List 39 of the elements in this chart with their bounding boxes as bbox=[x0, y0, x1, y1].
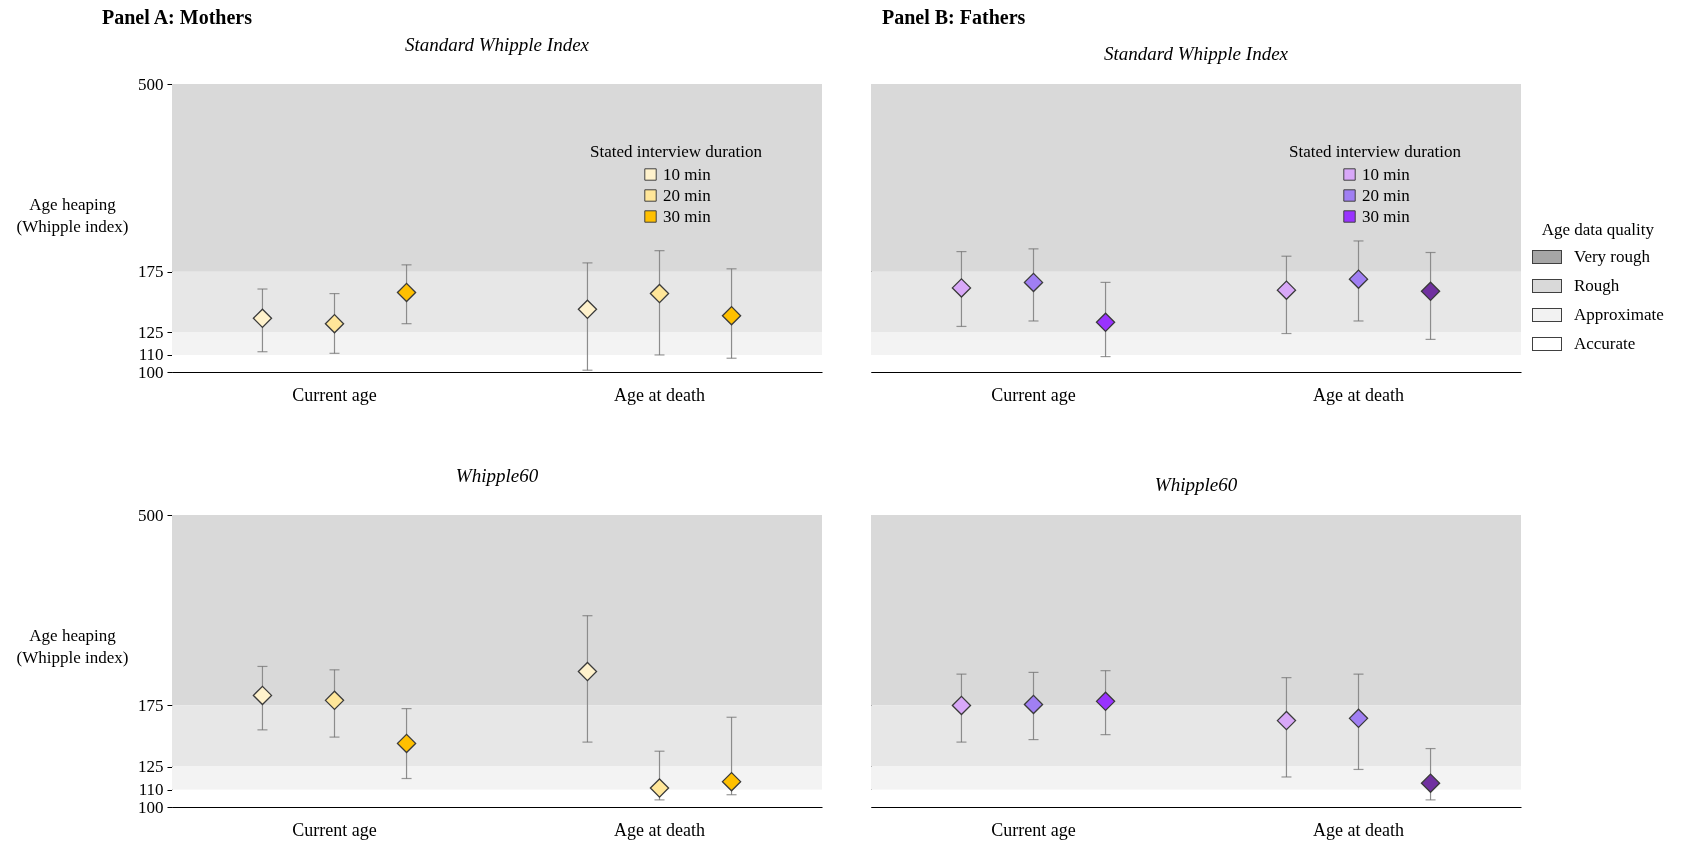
legend-title: Stated interview duration bbox=[1289, 142, 1462, 161]
y-tick-label: 125 bbox=[138, 757, 164, 777]
y-tick-label: 110 bbox=[138, 780, 164, 800]
text: Age data quality bbox=[1540, 220, 1656, 240]
legend-label: 10 min bbox=[1362, 164, 1411, 184]
chart-subtitle: Whipple60 bbox=[455, 465, 539, 486]
x-tick-label: Current age bbox=[991, 820, 1076, 840]
x-tick-label: Age at death bbox=[614, 820, 705, 840]
x-tick-label: Current age bbox=[292, 385, 377, 405]
category-label: Very rough bbox=[1574, 246, 1651, 267]
y-tick-label: 125 bbox=[138, 322, 164, 342]
y-tick-label: 500 bbox=[138, 505, 164, 525]
chart-title: Panel A: Mothers bbox=[102, 6, 252, 29]
category-label: Approximate bbox=[1574, 304, 1664, 325]
legend-title: Stated interview duration bbox=[590, 142, 763, 161]
category-label: Accurate bbox=[1574, 333, 1636, 354]
y-tick-label: 500 bbox=[138, 74, 164, 94]
x-tick-label: Current age bbox=[292, 820, 377, 840]
y-axis-title: Age heaping (Whipple index) bbox=[16, 194, 129, 236]
legend-label: 20 min bbox=[663, 185, 712, 205]
x-tick-label: Age at death bbox=[1313, 385, 1404, 405]
x-tick-label: Age at death bbox=[1313, 820, 1404, 840]
chart-title: Panel B: Fathers bbox=[882, 6, 1026, 29]
y-tick-label: 110 bbox=[138, 345, 164, 365]
chart-subtitle: Whipple60 bbox=[1154, 474, 1238, 495]
x-tick-label: Age at death bbox=[614, 385, 705, 405]
legend-label: 20 min bbox=[1362, 185, 1411, 205]
y-tick-label: 100 bbox=[138, 797, 164, 817]
chart-subtitle: Standard Whipple Index bbox=[1104, 43, 1289, 64]
chart-subtitle: Standard Whipple Index bbox=[405, 34, 590, 55]
y-tick-label: 175 bbox=[138, 695, 164, 715]
legend-label: 30 min bbox=[663, 206, 712, 226]
legend-label: 10 min bbox=[663, 164, 712, 184]
x-tick-label: Current age bbox=[991, 385, 1076, 405]
legend-label: 30 min bbox=[1362, 206, 1411, 226]
y-axis-title: Age heaping (Whipple index) bbox=[16, 625, 129, 667]
y-tick-label: 100 bbox=[138, 362, 164, 382]
y-tick-label: 175 bbox=[138, 262, 164, 282]
category-label: Rough bbox=[1574, 275, 1620, 296]
